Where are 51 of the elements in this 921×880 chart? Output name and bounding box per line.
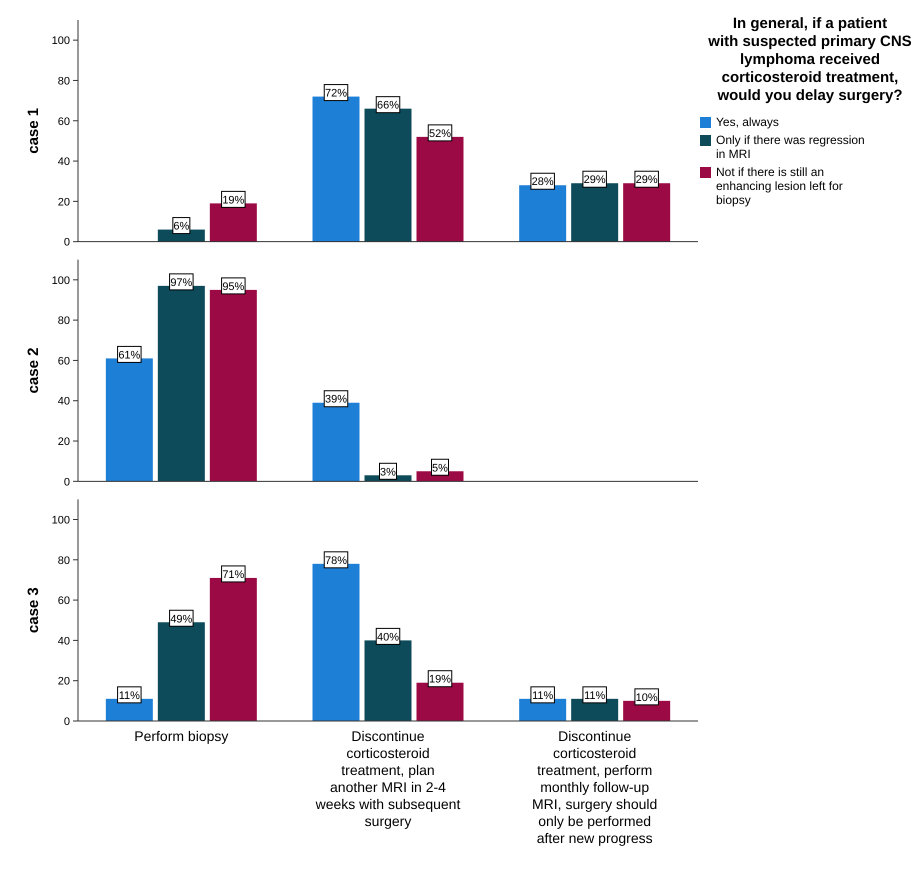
data-label: 95%: [222, 280, 245, 293]
x-tick-label: Perform biopsy: [134, 728, 228, 744]
y-axis-title: case 3: [25, 587, 42, 634]
data-label: 19%: [222, 194, 245, 206]
legend-title: In general, if a patient with suspected primary CNS lymphoma received corticosteroid treatment, would you delay surgery?: [707, 15, 912, 104]
data-label: 29%: [584, 174, 606, 186]
y-tick-label: 80: [58, 75, 70, 88]
y-tick-label: 0: [64, 236, 70, 249]
data-label: 71%: [222, 568, 245, 581]
y-tick-label: 40: [58, 396, 70, 408]
data-label: 39%: [324, 394, 348, 406]
data-label: 11%: [584, 690, 606, 702]
legend-label: Not if there is still an enhancing lesion left for biopsy: [716, 165, 843, 207]
data-label: 11%: [532, 690, 554, 702]
data-label: 78%: [324, 554, 348, 567]
y-tick-label: 100: [52, 35, 70, 48]
y-tick-label: 20: [58, 676, 70, 688]
data-label: 11%: [118, 690, 140, 702]
y-tick-label: 20: [58, 436, 70, 448]
legend-label: Only if there was regression in MRI: [716, 133, 865, 161]
y-tick-label: 80: [58, 554, 70, 567]
data-label: 10%: [636, 692, 658, 704]
y-axis-title: case 1: [25, 108, 42, 154]
data-label: 61%: [118, 349, 141, 362]
data-label: 3%: [380, 466, 396, 478]
data-label: 19%: [428, 674, 452, 686]
y-tick-label: 0: [64, 476, 70, 488]
y-tick-label: 60: [58, 595, 70, 608]
y-tick-label: 60: [58, 116, 70, 128]
data-label: 6%: [173, 220, 190, 233]
y-tick-label: 40: [58, 635, 70, 648]
data-label: 49%: [170, 613, 193, 626]
x-tick-label: Discontinue corticosteroid treatment, perform monthly follow-up MRI, surgery should only be performed after new progress: [532, 728, 658, 846]
data-label: 72%: [324, 88, 348, 100]
data-label: 97%: [170, 276, 193, 289]
data-label: 52%: [428, 128, 452, 140]
y-tick-label: 40: [58, 156, 70, 168]
data-label: 29%: [636, 174, 658, 186]
data-label: 40%: [376, 631, 400, 644]
y-tick-label: 100: [52, 274, 70, 287]
y-axis-title: case 2: [25, 348, 42, 394]
data-label: 5%: [432, 462, 448, 474]
y-tick-label: 60: [58, 355, 70, 368]
data-label: 28%: [532, 176, 554, 188]
y-tick-label: 100: [52, 514, 70, 526]
data-label: 66%: [376, 100, 400, 112]
legend-label: Yes, always: [716, 115, 779, 129]
x-tick-label: Discontinue corticosteroid treatment, plan another MRI in 2-4 weeks with subsequent surgery: [314, 728, 460, 829]
y-tick-label: 80: [58, 315, 70, 328]
y-tick-label: 20: [58, 196, 70, 208]
y-tick-label: 0: [64, 716, 70, 728]
